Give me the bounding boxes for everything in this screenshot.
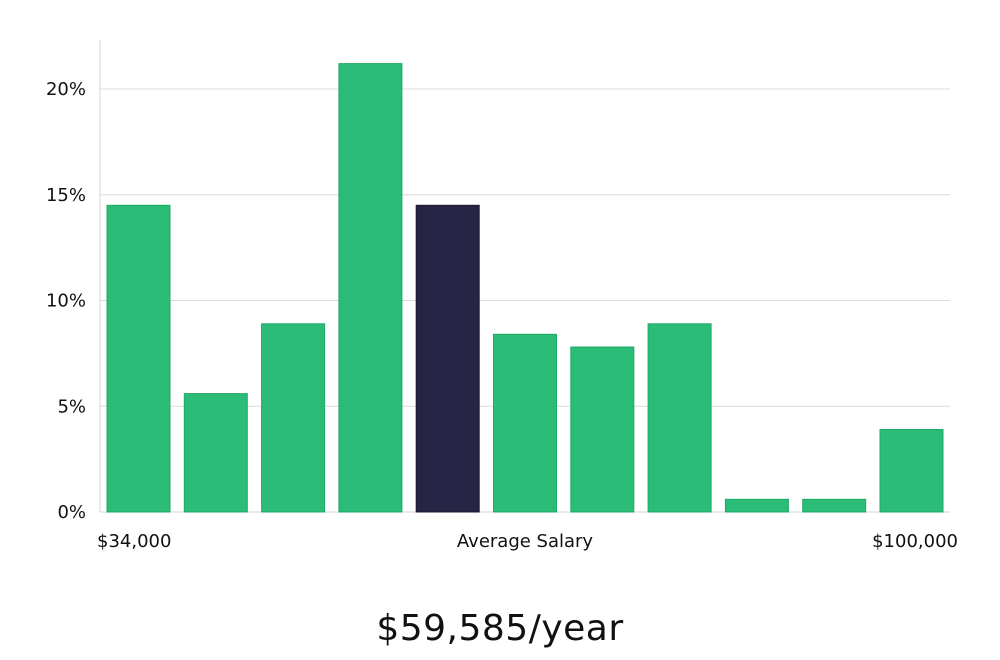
bar [261, 323, 326, 513]
bar [183, 393, 248, 513]
bar-average-highlight [415, 204, 480, 513]
y-tick-label: 10% [46, 291, 86, 312]
y-tick-label: 5% [57, 396, 86, 417]
x-min-label: $34,000 [97, 531, 171, 552]
salary-histogram: 0% 5% 10% 15% 20% $34,000 Average Salary $10… [46, 40, 958, 552]
y-tick-label: 0% [57, 502, 86, 523]
x-axis-title: Average Salary [457, 531, 594, 552]
bar [724, 498, 789, 513]
y-tick-label: 15% [46, 185, 86, 206]
bar [570, 346, 635, 513]
y-tick-label: 20% [46, 79, 86, 100]
bar [647, 323, 712, 513]
average-salary-value: $59,585/year [376, 608, 624, 649]
bar [338, 63, 403, 513]
bars [106, 63, 944, 513]
bar [879, 429, 944, 513]
y-tick-labels: 0% 5% 10% 15% 20% [46, 79, 86, 523]
x-max-label: $100,000 [872, 531, 958, 552]
bar [106, 204, 171, 513]
bar [802, 498, 867, 513]
bar [493, 333, 557, 513]
